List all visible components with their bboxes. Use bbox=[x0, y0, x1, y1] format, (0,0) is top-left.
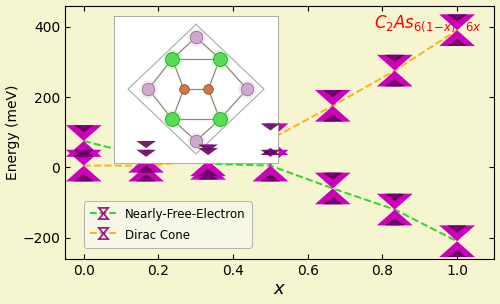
Polygon shape bbox=[140, 178, 151, 181]
Polygon shape bbox=[190, 148, 226, 164]
Polygon shape bbox=[439, 14, 475, 30]
Polygon shape bbox=[265, 150, 276, 154]
Polygon shape bbox=[66, 125, 102, 141]
Polygon shape bbox=[328, 118, 338, 122]
Polygon shape bbox=[198, 169, 218, 176]
Polygon shape bbox=[390, 221, 400, 225]
Polygon shape bbox=[128, 150, 164, 166]
Polygon shape bbox=[202, 172, 213, 176]
Polygon shape bbox=[78, 178, 89, 181]
Polygon shape bbox=[315, 106, 350, 122]
Polygon shape bbox=[377, 55, 412, 71]
Polygon shape bbox=[260, 150, 280, 157]
Polygon shape bbox=[140, 141, 151, 145]
Polygon shape bbox=[190, 144, 226, 160]
Polygon shape bbox=[136, 174, 156, 181]
Polygon shape bbox=[252, 123, 288, 139]
Polygon shape bbox=[202, 176, 213, 180]
Polygon shape bbox=[328, 90, 338, 94]
Polygon shape bbox=[252, 139, 288, 155]
Polygon shape bbox=[323, 90, 342, 97]
Polygon shape bbox=[260, 174, 280, 181]
Polygon shape bbox=[190, 164, 226, 180]
Polygon shape bbox=[265, 123, 276, 127]
Polygon shape bbox=[74, 150, 94, 157]
Polygon shape bbox=[439, 225, 475, 241]
Polygon shape bbox=[448, 225, 467, 233]
Text: $\mathit{C_2As_{6(1\!-\!x)}P_{6x}}$: $\mathit{C_2As_{6(1\!-\!x)}P_{6x}}$ bbox=[374, 13, 482, 34]
Polygon shape bbox=[390, 194, 400, 198]
Polygon shape bbox=[315, 188, 350, 204]
Polygon shape bbox=[260, 148, 280, 155]
Polygon shape bbox=[328, 200, 338, 204]
Polygon shape bbox=[452, 42, 462, 46]
Polygon shape bbox=[66, 141, 102, 157]
Polygon shape bbox=[448, 14, 467, 22]
Polygon shape bbox=[448, 250, 467, 257]
Polygon shape bbox=[265, 178, 276, 181]
X-axis label: $x$: $x$ bbox=[273, 281, 286, 299]
Polygon shape bbox=[390, 55, 400, 59]
Polygon shape bbox=[377, 209, 412, 225]
Polygon shape bbox=[128, 157, 164, 173]
Polygon shape bbox=[448, 39, 467, 46]
Polygon shape bbox=[452, 14, 462, 18]
Polygon shape bbox=[78, 125, 89, 129]
Polygon shape bbox=[136, 165, 156, 173]
Polygon shape bbox=[198, 173, 218, 180]
Polygon shape bbox=[74, 174, 94, 181]
Polygon shape bbox=[377, 194, 412, 209]
Polygon shape bbox=[252, 150, 288, 166]
Polygon shape bbox=[439, 30, 475, 46]
Polygon shape bbox=[74, 125, 94, 132]
Polygon shape bbox=[78, 153, 89, 157]
Polygon shape bbox=[198, 144, 218, 152]
Polygon shape bbox=[385, 194, 404, 201]
Polygon shape bbox=[385, 79, 404, 86]
Polygon shape bbox=[78, 150, 89, 154]
Polygon shape bbox=[323, 197, 342, 204]
Polygon shape bbox=[140, 150, 151, 154]
Legend: Nearly-Free-Electron, Dirac Cone: Nearly-Free-Electron, Dirac Cone bbox=[84, 201, 251, 248]
Polygon shape bbox=[390, 82, 400, 86]
Polygon shape bbox=[202, 148, 213, 152]
Polygon shape bbox=[439, 241, 475, 257]
Polygon shape bbox=[452, 253, 462, 257]
Polygon shape bbox=[260, 123, 280, 130]
Polygon shape bbox=[328, 173, 338, 177]
Polygon shape bbox=[128, 166, 164, 181]
Polygon shape bbox=[323, 115, 342, 122]
Polygon shape bbox=[385, 55, 404, 62]
Polygon shape bbox=[66, 166, 102, 181]
Polygon shape bbox=[315, 173, 350, 188]
Polygon shape bbox=[136, 150, 156, 157]
Polygon shape bbox=[385, 218, 404, 225]
Polygon shape bbox=[190, 160, 226, 176]
Polygon shape bbox=[265, 151, 276, 155]
Polygon shape bbox=[315, 90, 350, 106]
Polygon shape bbox=[252, 166, 288, 181]
Polygon shape bbox=[323, 173, 342, 180]
Polygon shape bbox=[202, 144, 213, 148]
Polygon shape bbox=[66, 150, 102, 166]
Polygon shape bbox=[74, 150, 94, 157]
Polygon shape bbox=[377, 71, 412, 86]
Polygon shape bbox=[136, 141, 156, 148]
Polygon shape bbox=[140, 169, 151, 173]
Polygon shape bbox=[452, 225, 462, 229]
Y-axis label: Energy (meV): Energy (meV) bbox=[6, 85, 20, 180]
Polygon shape bbox=[128, 141, 164, 157]
Polygon shape bbox=[198, 148, 218, 155]
